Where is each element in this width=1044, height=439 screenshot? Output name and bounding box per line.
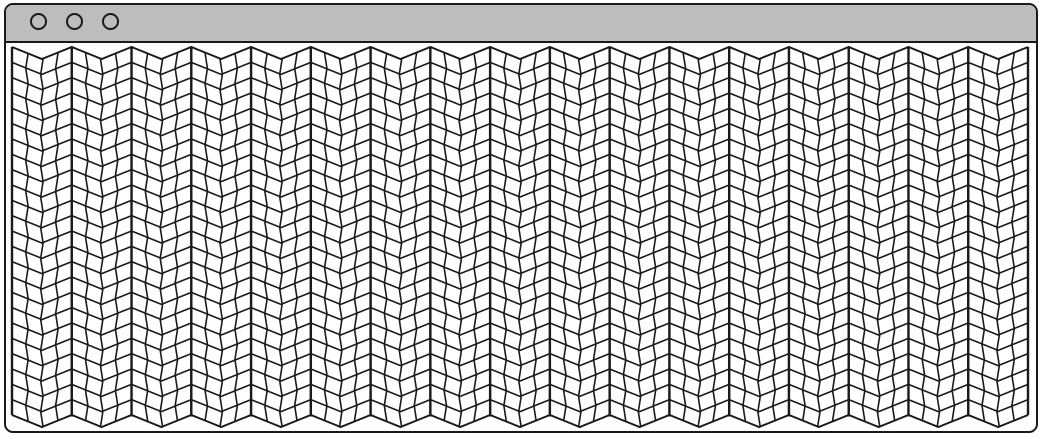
curtain-horizontal-line [11, 45, 1029, 61]
curtain-horizontal-line [11, 291, 1029, 306]
curtain-horizontal-line [11, 368, 1029, 382]
curtain-horizontal-line [11, 276, 1029, 290]
curtain-horizontal-line [11, 306, 1029, 321]
curtain-horizontal-line [11, 168, 1029, 183]
curtain-horizontal-line [11, 76, 1029, 91]
app-window [4, 3, 1038, 433]
curtain-horizontal-line [11, 245, 1029, 260]
curtain-horizontal-line [11, 260, 1029, 275]
curtain-horizontal-line [11, 153, 1029, 168]
curtain-horizontal-line [11, 322, 1029, 336]
curtain-horizontal-line [11, 138, 1029, 152]
curtain-horizontal-line [11, 214, 1029, 229]
close-window-button[interactable] [30, 13, 47, 30]
window-titlebar[interactable] [6, 5, 1036, 43]
curtain-horizontal-line [11, 107, 1029, 122]
zoom-window-button[interactable] [102, 13, 119, 30]
curtain-horizontal-line [11, 413, 1029, 429]
curtain-horizontal-line [11, 230, 1029, 244]
curtain-horizontal-line [11, 92, 1029, 106]
pleated-grid-curtain-graphic [10, 45, 1030, 429]
curtain-horizontal-line [11, 199, 1029, 214]
curtain-horizontal-line [11, 398, 1029, 413]
minimize-window-button[interactable] [66, 13, 83, 30]
curtain-horizontal-line [11, 383, 1029, 398]
window-content [6, 43, 1036, 431]
curtain-horizontal-line [11, 184, 1029, 198]
curtain-horizontal-line [11, 352, 1029, 367]
curtain-horizontal-line [11, 337, 1029, 352]
curtain-horizontal-line [11, 122, 1029, 137]
curtain-horizontal-line [11, 61, 1029, 76]
